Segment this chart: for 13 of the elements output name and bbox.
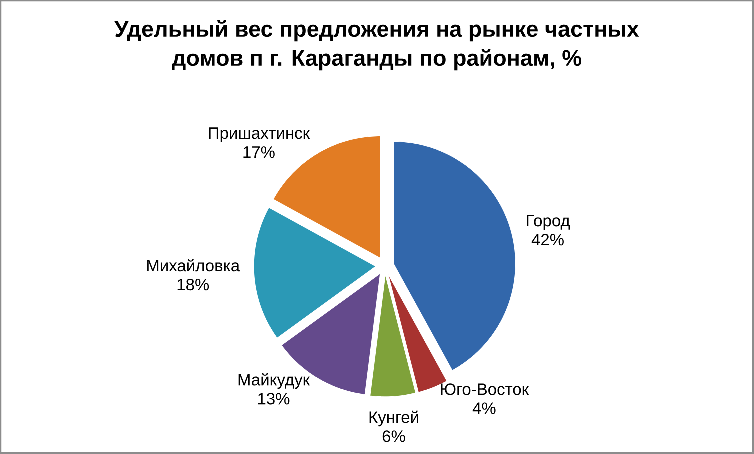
slice-label: Юго-Восток xyxy=(441,384,530,396)
chart-title: Удельный вес предложения на рынке частных домов п г. Караганды по районам, % xyxy=(114,20,640,71)
data-label: 13% xyxy=(258,393,290,405)
slice-label: Михайловка xyxy=(148,259,240,272)
data-label: 4% xyxy=(472,402,496,414)
data-label: 18% xyxy=(178,278,210,291)
data-label: 6% xyxy=(382,430,406,442)
data-label: 17% xyxy=(244,146,275,158)
slice-label: Кунгей xyxy=(370,410,418,427)
slice-label: Пришахтинск xyxy=(209,128,310,142)
slice-label: Город xyxy=(527,215,570,230)
data-label: 42% xyxy=(532,234,564,246)
slice-label: Майкудук xyxy=(238,373,310,390)
